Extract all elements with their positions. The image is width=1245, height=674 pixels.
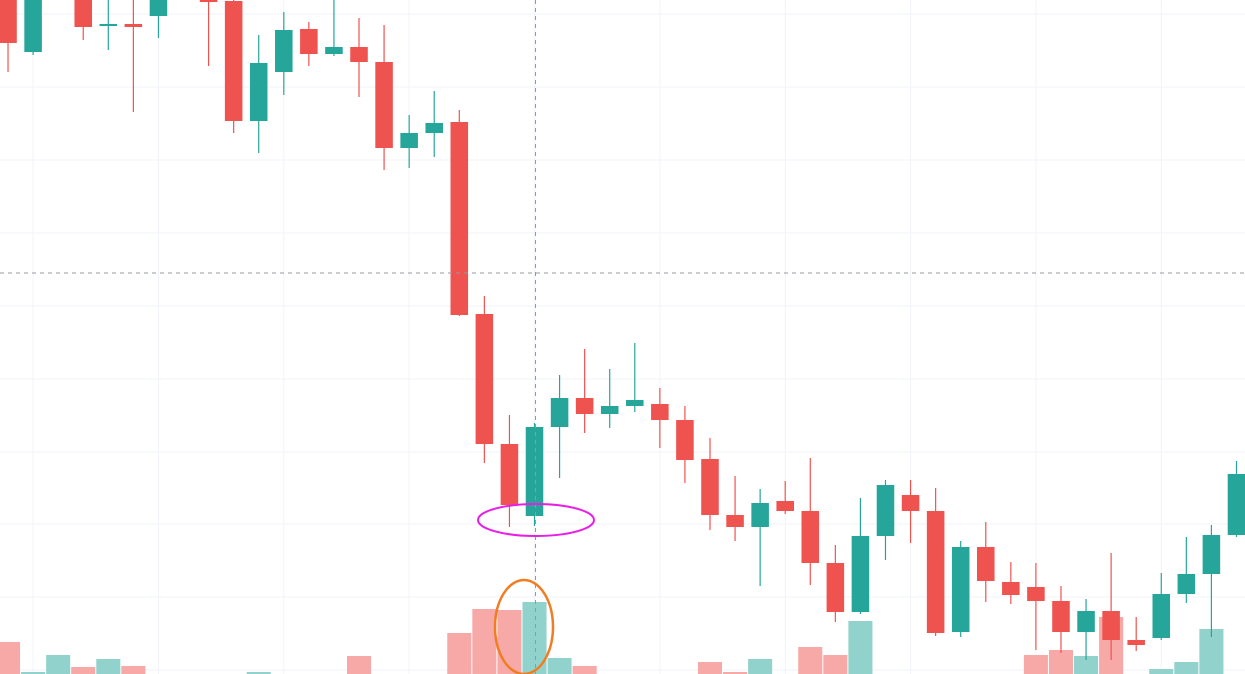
candle-body <box>300 29 318 54</box>
candle-body <box>124 24 143 27</box>
candle-body <box>1027 587 1045 601</box>
volume-bar <box>848 621 873 674</box>
volume-bar <box>346 656 372 674</box>
annotation-ellipse <box>477 503 595 537</box>
volume-bar <box>572 666 597 674</box>
candle-body <box>575 398 594 414</box>
volume-bar <box>723 672 748 674</box>
candle-body <box>1227 474 1245 535</box>
candle-body <box>951 547 970 632</box>
candle-body <box>199 0 218 2</box>
candle-body <box>0 0 17 43</box>
volume-bar <box>46 655 71 674</box>
candle-body <box>1052 601 1070 632</box>
volume-bar <box>0 642 21 674</box>
volume-bar <box>121 666 146 674</box>
candle-body <box>149 0 168 16</box>
volume-bar <box>697 662 723 674</box>
annotation-ellipse <box>493 578 555 674</box>
candle-body <box>249 63 268 121</box>
candle-body <box>24 0 42 52</box>
candle-body <box>976 547 995 581</box>
candle-body <box>325 47 343 54</box>
candle-body <box>1102 611 1120 640</box>
candle-body <box>600 406 619 414</box>
candle-body <box>1002 582 1020 595</box>
candle-body <box>776 501 794 511</box>
volume-bar <box>71 667 96 674</box>
volume-bar <box>823 655 848 674</box>
candle-body <box>1202 535 1221 574</box>
candle-body <box>701 459 719 515</box>
volume-bar <box>798 647 823 674</box>
volume-bar <box>497 610 522 674</box>
candle-body <box>1127 640 1145 645</box>
candle-body <box>350 47 368 62</box>
volume-layer <box>0 602 1224 674</box>
candle-body <box>651 404 669 420</box>
candle-body <box>450 122 469 315</box>
candle-body <box>74 0 93 27</box>
candle-body <box>1177 574 1196 594</box>
volume-bar <box>96 659 121 674</box>
candle-body <box>425 123 443 133</box>
candle-body <box>375 62 393 148</box>
candle-body <box>99 24 118 26</box>
candle-body <box>901 495 920 511</box>
candle-body <box>676 420 694 460</box>
volume-bar <box>1023 655 1048 674</box>
candle-body <box>400 133 418 148</box>
volume-bar <box>1048 650 1074 674</box>
candle-body <box>926 511 945 633</box>
candle-body <box>275 30 293 72</box>
candle-body <box>876 485 895 536</box>
candle-body <box>224 1 243 121</box>
volume-bar <box>447 633 472 674</box>
volume-bar <box>21 672 46 674</box>
candle-body <box>1152 594 1171 638</box>
volume-bar <box>1074 656 1099 674</box>
volume-bar <box>1149 669 1174 674</box>
candle-body <box>525 427 544 516</box>
candle-body <box>801 511 820 563</box>
candle-body <box>851 536 870 612</box>
volume-bar <box>547 658 572 674</box>
candle-body <box>550 398 569 427</box>
volume-bar <box>472 609 497 674</box>
volume-bar <box>748 659 773 674</box>
candle-body <box>500 444 519 505</box>
volume-bar <box>1174 662 1199 674</box>
candle-body <box>626 400 644 406</box>
candle-layer <box>0 0 1245 660</box>
candle-body <box>475 314 494 444</box>
volume-bar <box>246 672 271 674</box>
candle-body <box>826 563 845 612</box>
candle-body <box>726 515 744 527</box>
candle-body <box>751 503 769 527</box>
candle-body <box>1077 611 1095 632</box>
